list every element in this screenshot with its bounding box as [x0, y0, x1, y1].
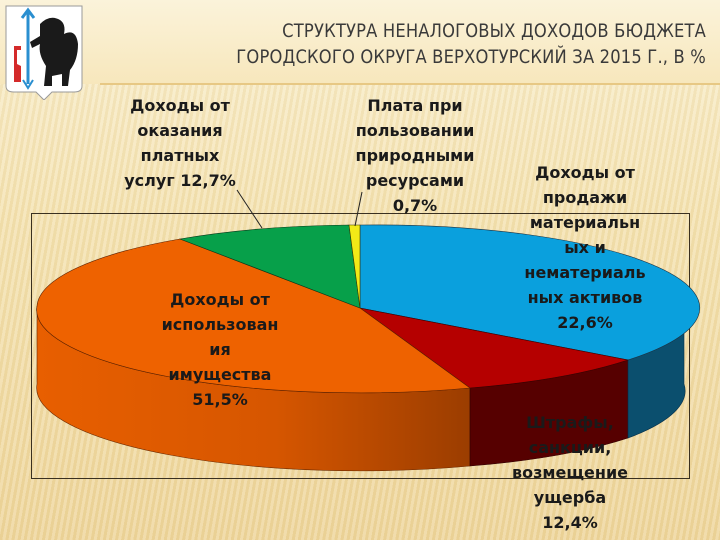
slice-fines[interactable]: [359, 307, 630, 389]
slice-asset-sales[interactable]: [359, 224, 701, 361]
label-fines: Штрафы, санкции, возмещение ущерба 12,4%: [512, 413, 628, 532]
slice-property-use[interactable]: [36, 238, 471, 394]
label-property-use: Доходы от использован ия имущества 51,5%: [161, 290, 279, 409]
leader-line-natural-resources: [354, 191, 363, 227]
leader-line-paid-services: [236, 189, 263, 229]
slice-paid-services[interactable]: [178, 224, 361, 309]
coat-of-arms-icon: [4, 4, 84, 101]
title-line-1: СТРУКТУРА НЕНАЛОГОВЫХ ДОХОДОВ БЮДЖЕТА: [282, 20, 706, 42]
title-band: [0, 0, 720, 84]
chart-plot-area: [31, 213, 690, 479]
slice-natural-resources[interactable]: [348, 224, 361, 309]
label-paid-services: Доходы от оказания платных услуг 12,7%: [124, 96, 236, 190]
title-line-2: ГОРОДСКОГО ОКРУГА ВЕРХОТУРСКИЙ ЗА 2015 Г…: [236, 46, 706, 68]
label-natural-resources: Плата при пользовании природными ресурса…: [355, 96, 475, 215]
label-asset-sales: Доходы от продажи материальн ых и немате…: [524, 163, 646, 332]
slide-title: СТРУКТУРА НЕНАЛОГОВЫХ ДОХОДОВ БЮДЖЕТА ГО…: [190, 18, 706, 70]
title-divider: [100, 83, 720, 85]
